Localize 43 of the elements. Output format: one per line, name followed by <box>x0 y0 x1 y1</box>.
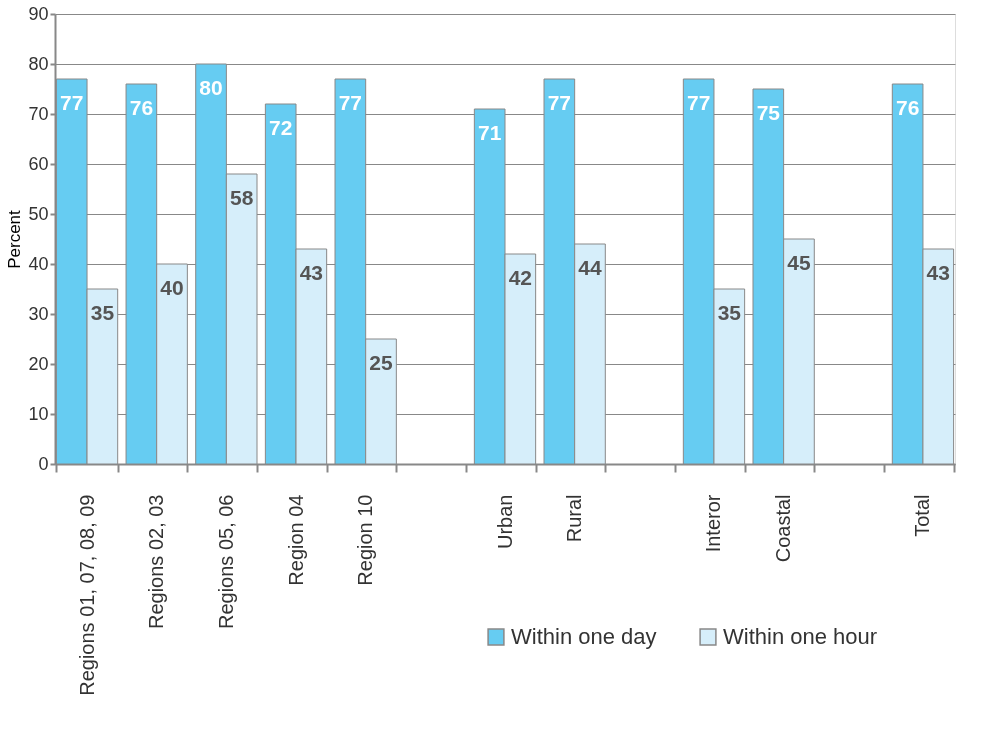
y-tick-label: 0 <box>38 453 49 474</box>
data-label: 43 <box>926 261 950 284</box>
y-tick-label: 40 <box>28 253 49 274</box>
x-tick-label: Region 04 <box>284 494 307 586</box>
x-tick-label: Regions 05, 06 <box>214 494 237 630</box>
y-tick-label: 90 <box>28 3 49 24</box>
data-label: 40 <box>160 276 184 299</box>
x-tick-label: Total <box>911 494 934 537</box>
data-label: 76 <box>895 96 920 119</box>
data-label: 77 <box>547 91 572 114</box>
data-label: 77 <box>60 91 84 114</box>
data-label: 77 <box>686 91 711 114</box>
y-tick-label: 30 <box>28 303 49 324</box>
y-tick-label: 70 <box>28 103 49 124</box>
data-label: 58 <box>230 186 254 209</box>
data-label: 80 <box>199 76 223 99</box>
y-tick-label: 10 <box>28 403 49 424</box>
data-label: 43 <box>299 261 324 284</box>
data-label: 25 <box>369 351 394 374</box>
data-label: 76 <box>129 96 154 119</box>
data-label: 35 <box>90 301 115 324</box>
data-label: 71 <box>478 121 502 144</box>
x-tick-label: Interor <box>702 494 725 553</box>
y-tick-label: 20 <box>28 353 49 374</box>
data-label: 42 <box>508 266 532 289</box>
x-tick-label: Region 10 <box>354 494 377 586</box>
data-label: 35 <box>717 301 742 324</box>
y-tick-label: 60 <box>28 153 49 174</box>
x-tick-label: Regions 02, 03 <box>145 494 168 630</box>
data-label: 44 <box>578 256 602 279</box>
legend-label: Within one hour <box>723 624 878 649</box>
x-tick-label: Coastal <box>772 494 795 563</box>
y-axis-title: Percent <box>5 209 25 269</box>
y-tick-label: 50 <box>28 203 49 224</box>
x-tick-label: Urban <box>493 494 516 549</box>
x-tick-label: Rural <box>563 494 586 543</box>
legend-label: Within one day <box>511 624 657 649</box>
x-tick-label: Regions 01, 07, 08, 09 <box>75 494 98 696</box>
data-label: 72 <box>269 116 293 139</box>
data-label: 75 <box>756 101 781 124</box>
y-tick-label: 80 <box>28 53 49 74</box>
data-label: 45 <box>787 251 811 274</box>
data-label: 77 <box>338 91 363 114</box>
